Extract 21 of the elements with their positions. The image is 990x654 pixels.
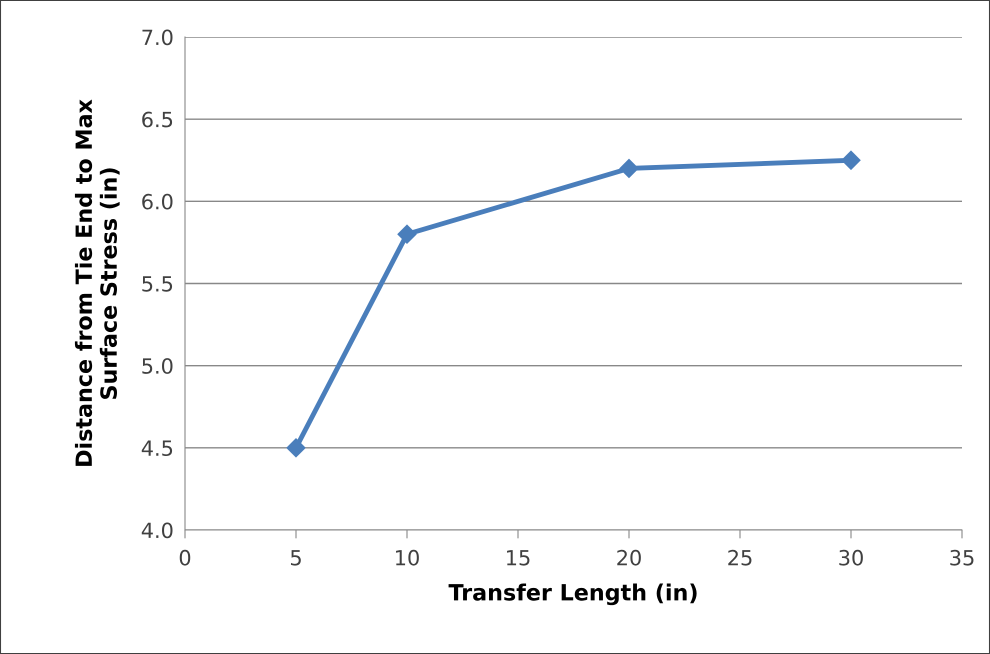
y-axis-title: Distance from Tie End to Max Surface Stress (in) (74, 99, 120, 466)
x-tick-label: 25 (728, 550, 752, 566)
x-tick-label: 5 (290, 550, 301, 566)
x-axis-title: Transfer Length (in) (448, 583, 697, 606)
x-tick-label: 30 (839, 550, 863, 566)
x-tick-label: 10 (396, 550, 419, 566)
x-tick-label: 15 (507, 550, 530, 566)
y-tick-label: 6.5 (142, 112, 172, 128)
y-tick-label: 6.0 (142, 194, 173, 210)
y-tick-label: 5.0 (142, 358, 173, 374)
y-tick-label: 7.0 (142, 29, 173, 46)
y-tick-label: 4.5 (142, 440, 172, 456)
y-tick-label: 4.0 (142, 522, 173, 538)
x-tick-label: 20 (617, 550, 641, 566)
point (841, 150, 861, 170)
y-tick-label: 5.5 (142, 276, 172, 292)
x-tick-label: 0 (180, 550, 190, 566)
point (619, 158, 639, 178)
point (397, 224, 417, 244)
point (286, 438, 306, 458)
x-tick-label: 35 (950, 550, 974, 566)
